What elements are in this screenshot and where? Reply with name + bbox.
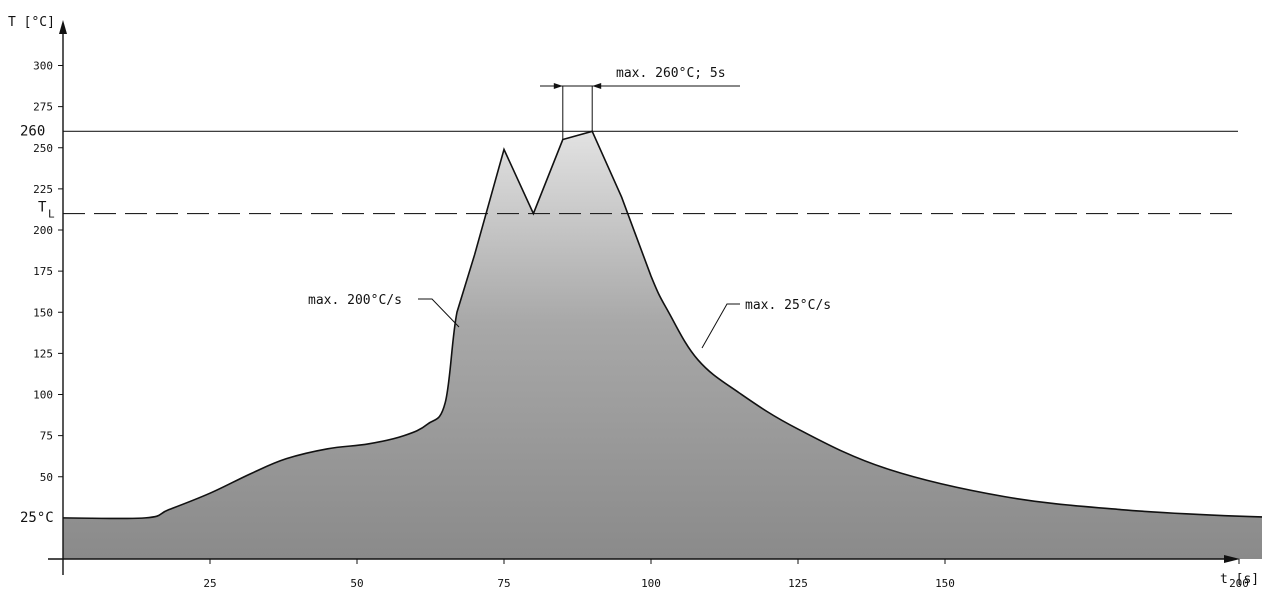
x-tick-label-75: 75: [497, 577, 510, 590]
y-tick-label-75: 75: [40, 430, 53, 443]
y-axis-label: T [°C]: [8, 15, 55, 30]
y-tick-label-250: 250: [33, 142, 53, 155]
reference-label-sub-liquidus: L: [48, 208, 55, 221]
y-tick-label-200: 200: [33, 224, 53, 237]
annotation-peak-dwell-arrow-right: [592, 83, 602, 89]
annotation-heating-rate: max. 200°C/s: [308, 293, 402, 308]
x-axis-arrow: [1224, 555, 1240, 563]
y-special-label-25: 25°C: [20, 510, 54, 526]
y-tick-label-225: 225: [33, 183, 53, 196]
annotation-peak-dwell: max. 260°C; 5s: [616, 66, 726, 81]
x-axis-label: t [s]: [1220, 572, 1259, 587]
y-tick-label-275: 275: [33, 101, 53, 114]
y-tick-label-100: 100: [33, 389, 53, 402]
annotation-cooling-rate: max. 25°C/s: [745, 298, 831, 313]
x-tick-label-150: 150: [935, 577, 955, 590]
x-tick-label-100: 100: [641, 577, 661, 590]
area-layer: [63, 131, 1262, 559]
y-tick-label-125: 125: [33, 347, 53, 360]
annotation-heating-rate-leader: [418, 298, 460, 328]
x-tick-label-25: 25: [203, 577, 216, 590]
y-tick-label-175: 175: [33, 265, 53, 278]
x-tick-label-50: 50: [350, 577, 363, 590]
y-tick-label-150: 150: [33, 306, 53, 319]
curve-layer: [62, 130, 1262, 520]
annotation-cooling-rate-leader: [701, 303, 740, 349]
annotation-peak-dwell-arrow-left: [553, 83, 563, 89]
y-axis-arrow: [59, 20, 67, 34]
profile-area: [63, 131, 1262, 559]
annotations: max. 200°C/s max. 25°C/s max. 260°C; 5s: [308, 66, 831, 349]
y-special-label-260: 260: [20, 123, 45, 139]
reference-label-liquidus: T: [38, 200, 47, 216]
x-tick-label-125: 125: [788, 577, 808, 590]
x-tick-label-200: 200: [1229, 577, 1249, 590]
axes: 50 75 100 125 150 175 200 225 250 275 300 260 25°C 25…: [8, 15, 1259, 590]
y-tick-label-300: 300: [33, 60, 53, 73]
profile-curve: [62, 130, 1262, 520]
y-tick-label-50: 50: [40, 471, 53, 484]
